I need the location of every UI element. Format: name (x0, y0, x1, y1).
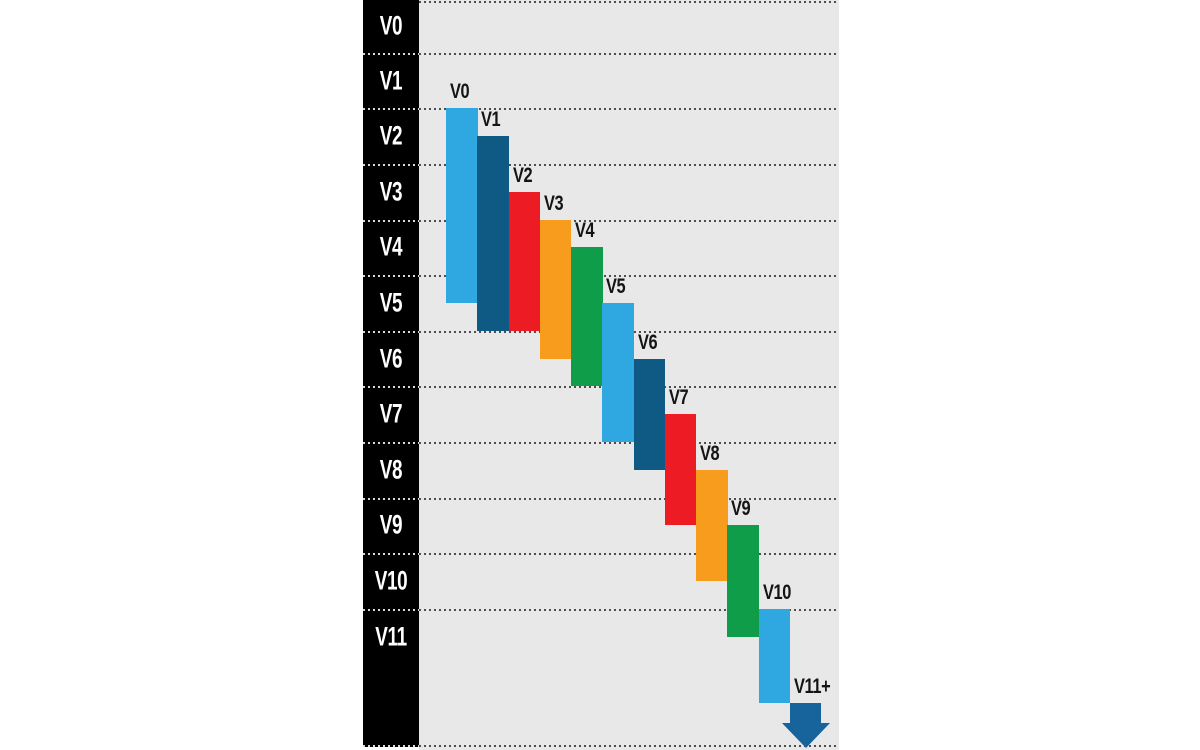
bar-label-v10: V10 (762, 580, 791, 604)
v-grade-comparison-chart: V0 V1 V2 V3 V4 V5 V6 V7 V8 V9 V10 V11 V0 V1 V2 V3 V4 V5 V… (363, 0, 839, 750)
axis-row-label-v3: V3 (379, 176, 403, 207)
grade-bar-v1 (477, 136, 509, 331)
axis-row-label-v11: V11 (375, 621, 407, 652)
grade-bar-v9 (727, 525, 759, 637)
bar-label-v8: V8 (700, 441, 720, 465)
bar-label-v3: V3 (543, 191, 564, 215)
grade-bar-v10 (758, 608, 791, 704)
bar-label-v4: V4 (575, 219, 595, 243)
bar-label-v1: V1 (481, 108, 501, 132)
grade-bar-v4 (571, 247, 603, 387)
grade-bar-v3 (539, 219, 572, 359)
v-scale-axis-column: V0 V1 V2 V3 V4 V5 V6 V7 V8 V9 V10 V11 (363, 0, 419, 747)
grade-bar-v0 (446, 108, 478, 303)
bar-label-v11-plus: V11+ (793, 675, 831, 699)
axis-row-label-v7: V7 (379, 398, 403, 429)
bar-label-v0: V0 (450, 80, 470, 104)
axis-row-label-v9: V9 (379, 509, 403, 540)
axis-row-label-v1: V1 (379, 65, 403, 96)
grade-bar-v6 (633, 358, 666, 470)
axis-row-label-v5: V5 (379, 287, 403, 318)
axis-row-label-v2: V2 (379, 120, 403, 151)
axis-row-label-v10: V10 (374, 565, 408, 596)
bar-label-v7: V7 (668, 386, 689, 410)
bar-label-v6: V6 (637, 330, 658, 354)
axis-row-label-v4: V4 (379, 231, 403, 262)
axis-row-label-v6: V6 (379, 343, 403, 374)
grade-bar-v8 (696, 469, 728, 581)
bar-label-v5: V5 (606, 275, 626, 298)
axis-row-label-v8: V8 (379, 454, 403, 485)
bar-label-v9: V9 (731, 497, 751, 521)
grade-bar-v5 (602, 303, 634, 442)
grade-arrow-shaft-v11+ (789, 703, 822, 724)
bar-label-v2: V2 (512, 163, 533, 187)
axis-row-label-v0: V0 (379, 10, 403, 41)
grade-bar-v2 (508, 191, 541, 331)
grade-bar-v7 (664, 414, 697, 526)
grade-arrow-head-v11+ (781, 722, 830, 748)
